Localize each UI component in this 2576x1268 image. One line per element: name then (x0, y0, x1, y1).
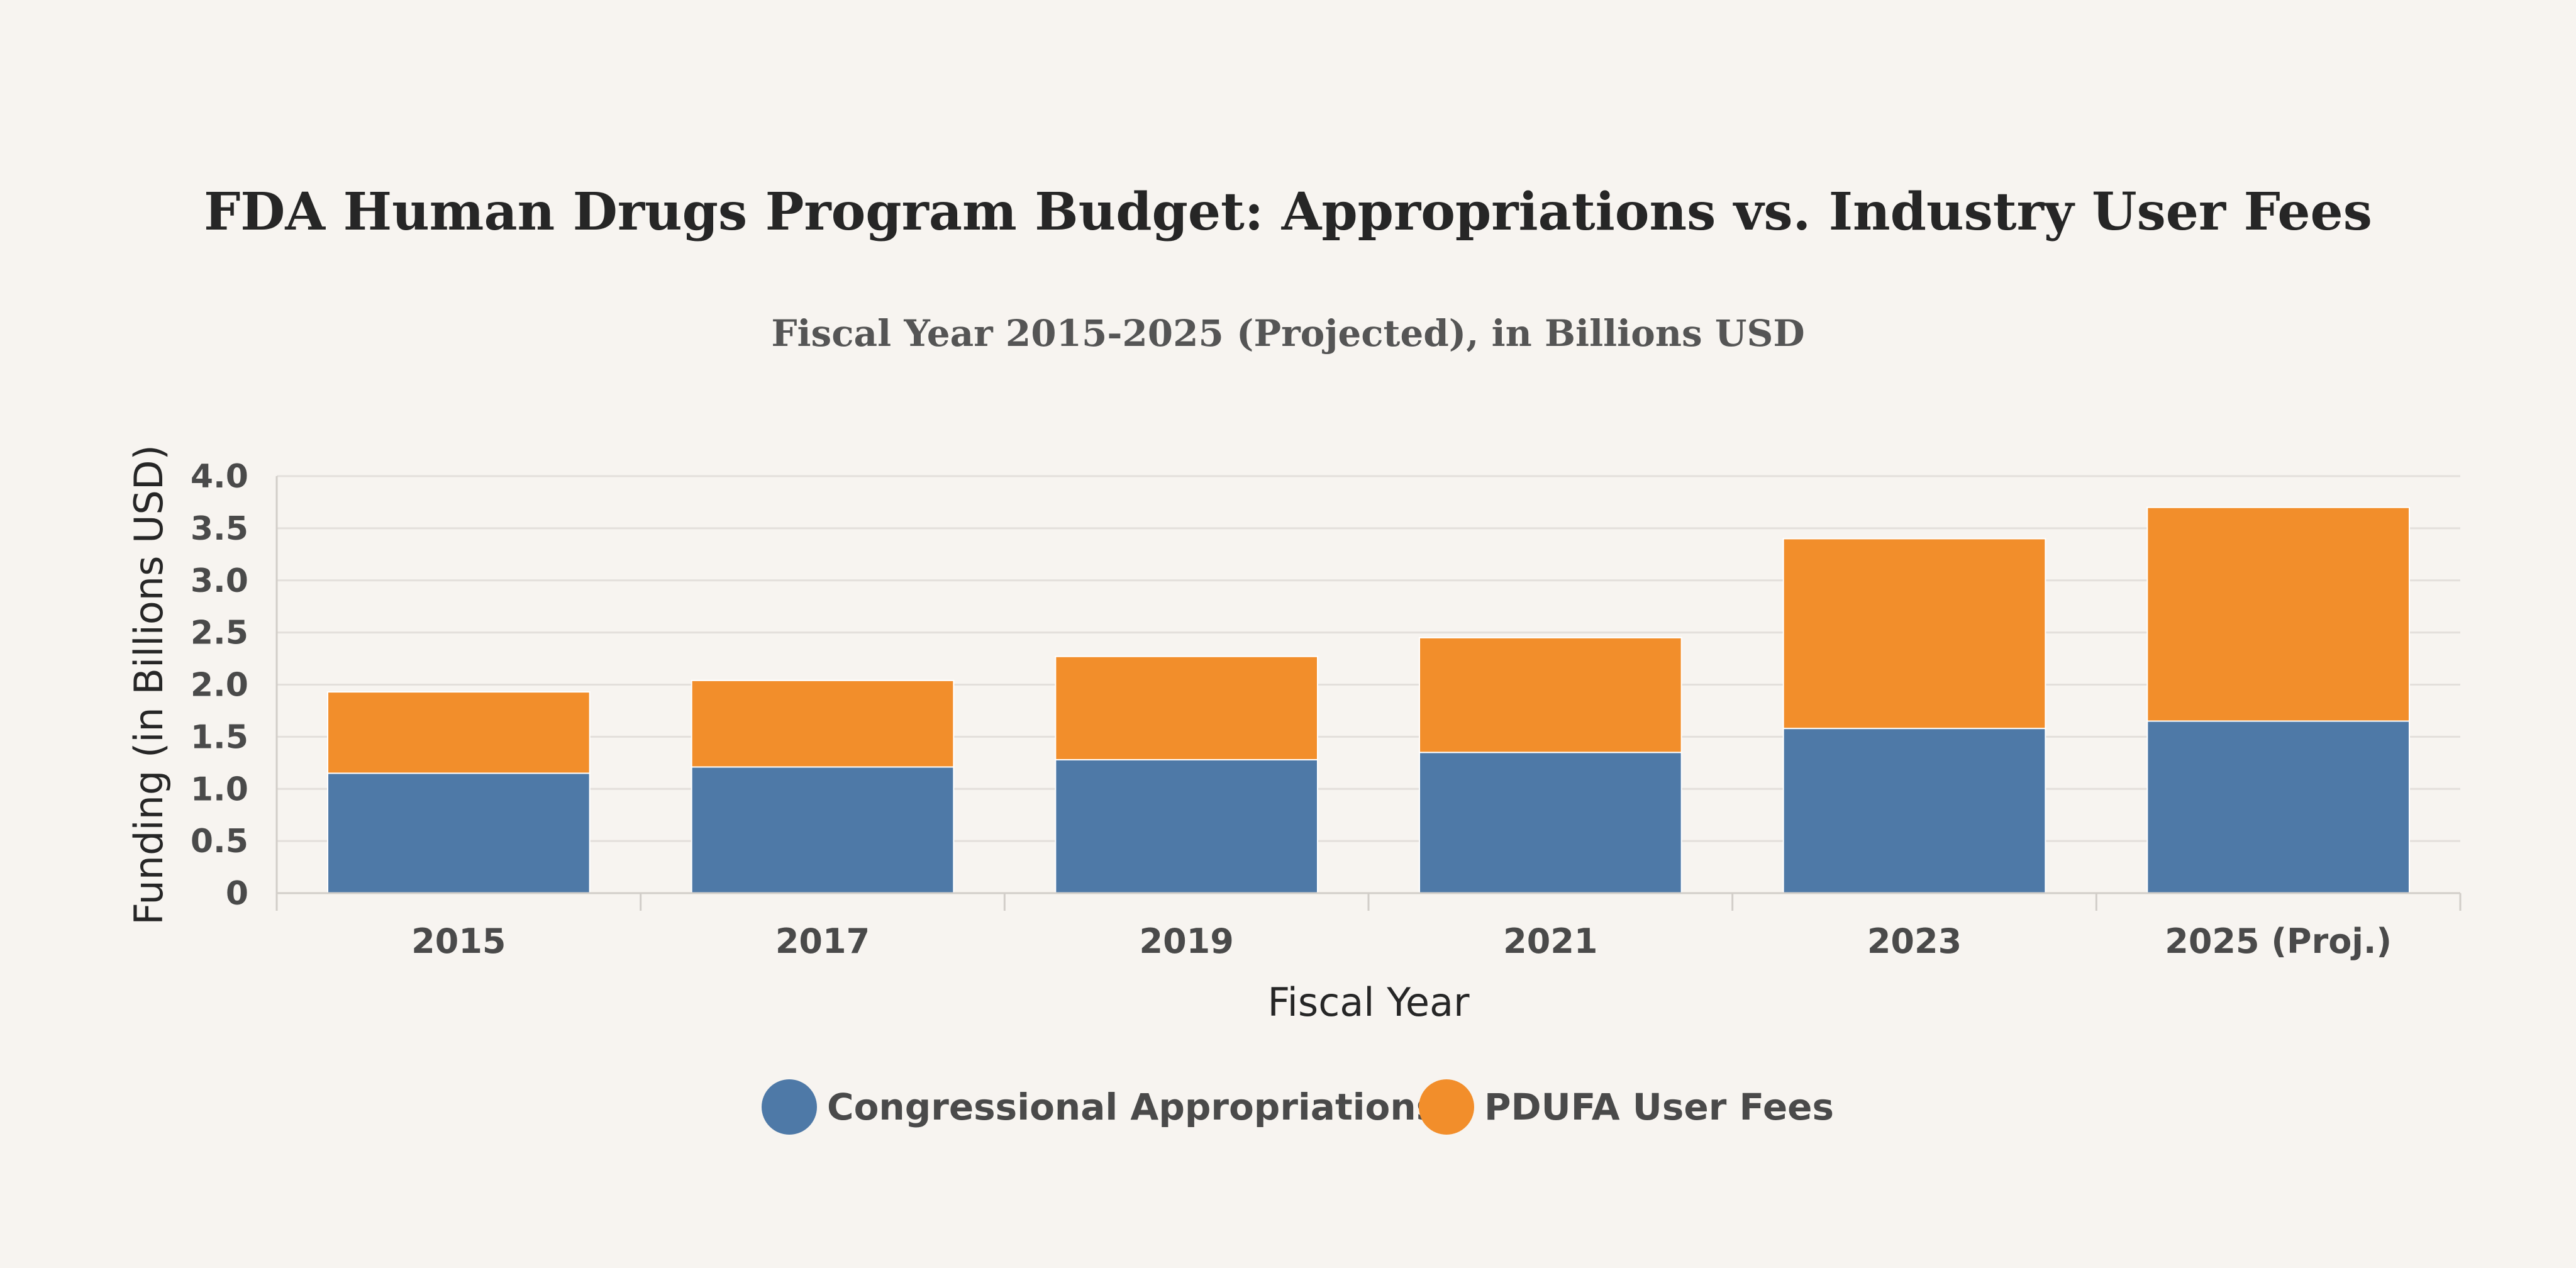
x-tick-label: 2023 (1867, 921, 1962, 961)
x-axis-ticks: 2015 2017 2019 2021 2023 2025 (Proj.) (411, 921, 2392, 961)
x-tick-label: 2017 (775, 921, 870, 961)
y-tick-label: 1.5 (191, 718, 248, 756)
bar-appropriations-3 (1419, 752, 1682, 894)
bar-user-fees-0 (327, 691, 591, 774)
y-tick-label: 4.0 (191, 458, 248, 496)
bar-user-fees-2 (1055, 655, 1318, 760)
bar-user-fees-1 (691, 679, 955, 768)
gridlines (277, 475, 2460, 842)
x-axis-label: Fiscal Year (1268, 979, 1470, 1025)
bar-user-fees-5 (2146, 506, 2410, 722)
x-tick-label: 2021 (1503, 921, 1597, 961)
bar-appropriations-0 (327, 772, 591, 894)
legend-label: Congressional Appropriations (827, 1086, 1438, 1128)
y-tick-label: 0 (226, 875, 248, 913)
x-tick-label: 2019 (1140, 921, 1234, 961)
x-axis (275, 476, 2462, 911)
legend-label: PDUFA User Fees (1484, 1086, 1834, 1128)
chart-subtitle: Fiscal Year 2015-2025 (Projected), in Bi… (771, 312, 1804, 355)
y-axis-ticks: 0 0.5 1.0 1.5 2.0 2.5 3.0 3.5 4.0 (191, 458, 248, 913)
y-tick-label: 3.0 (191, 562, 248, 600)
y-axis-label: Funding (in Billions USD) (126, 445, 172, 925)
legend: Congressional Appropriations PDUFA User F… (762, 1079, 1834, 1135)
y-tick-label: 3.5 (191, 510, 248, 548)
y-tick-label: 0.5 (191, 823, 248, 860)
x-tick-label: 2015 (411, 921, 506, 961)
legend-swatch-appropriations (762, 1079, 817, 1135)
bar-appropriations-5 (2146, 720, 2410, 894)
x-tick-label: 2025 (Proj.) (2165, 921, 2392, 961)
bar-user-fees-4 (1782, 538, 2046, 730)
bars (327, 506, 2410, 894)
bar-appropriations-4 (1782, 728, 2046, 894)
bar-user-fees-3 (1419, 637, 1682, 754)
y-tick-label: 1.0 (191, 770, 248, 808)
bar-appropriations-2 (1055, 759, 1318, 894)
y-tick-label: 2.5 (191, 615, 248, 652)
legend-swatch-user-fees (1419, 1079, 1474, 1135)
y-tick-label: 2.0 (191, 667, 248, 704)
bar-appropriations-1 (691, 766, 955, 894)
chart-title: FDA Human Drugs Program Budget: Appropri… (204, 182, 2372, 242)
